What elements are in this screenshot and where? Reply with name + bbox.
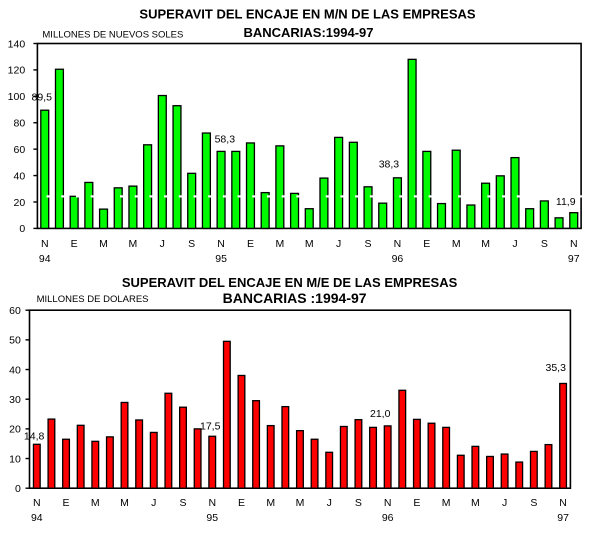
svg-text:96: 96	[382, 512, 394, 524]
svg-text:M: M	[91, 497, 100, 509]
svg-text:J: J	[327, 497, 332, 509]
svg-text:MILLONES DE DOLARES: MILLONES DE DOLARES	[37, 294, 149, 305]
svg-text:94: 94	[39, 253, 51, 265]
svg-text:0: 0	[19, 223, 25, 235]
svg-text:J: J	[502, 497, 507, 509]
svg-text:E: E	[413, 497, 420, 509]
svg-text:M: M	[452, 238, 461, 250]
svg-text:11,9: 11,9	[556, 196, 576, 208]
svg-text:M: M	[481, 238, 490, 250]
svg-text:E: E	[63, 497, 70, 509]
svg-text:M: M	[129, 238, 138, 250]
svg-text:M: M	[275, 238, 284, 250]
svg-text:N: N	[41, 238, 49, 250]
svg-text:J: J	[512, 238, 517, 250]
svg-text:N: N	[33, 497, 41, 509]
svg-text:S: S	[541, 238, 548, 250]
svg-text:J: J	[336, 238, 341, 250]
svg-text:94: 94	[31, 512, 43, 524]
svg-text:50: 50	[9, 335, 21, 347]
svg-text:S: S	[355, 497, 362, 509]
svg-text:N: N	[559, 497, 567, 509]
svg-text:40: 40	[14, 170, 26, 182]
svg-text:SUPERAVIT DEL ENCAJE EN M/N DE: SUPERAVIT DEL ENCAJE EN M/N DE LAS EMPRE…	[139, 6, 475, 21]
svg-text:E: E	[247, 238, 254, 250]
svg-text:J: J	[151, 497, 156, 509]
svg-text:BANCARIAS:1994-97: BANCARIAS:1994-97	[243, 25, 373, 40]
svg-text:S: S	[530, 497, 537, 509]
svg-text:100: 100	[8, 91, 26, 103]
svg-text:N: N	[394, 238, 402, 250]
svg-text:E: E	[71, 238, 78, 250]
svg-text:0: 0	[15, 483, 21, 495]
svg-text:140: 140	[8, 38, 26, 50]
svg-text:SUPERAVIT DEL ENCAJE EN M/E DE: SUPERAVIT DEL ENCAJE EN M/E DE LAS EMPRE…	[122, 275, 458, 290]
svg-text:21,0: 21,0	[370, 408, 391, 420]
svg-text:60: 60	[14, 144, 26, 156]
svg-text:97: 97	[568, 253, 580, 265]
svg-text:S: S	[179, 497, 186, 509]
svg-text:30: 30	[9, 394, 21, 406]
svg-text:S: S	[188, 238, 195, 250]
svg-text:M: M	[471, 497, 480, 509]
svg-text:96: 96	[392, 253, 404, 265]
svg-text:20: 20	[14, 197, 26, 209]
svg-text:17,5: 17,5	[200, 421, 221, 433]
svg-text:10: 10	[9, 453, 21, 465]
svg-text:S: S	[365, 238, 372, 250]
svg-text:80: 80	[14, 118, 26, 130]
svg-text:E: E	[238, 497, 245, 509]
svg-text:M: M	[296, 497, 305, 509]
svg-text:14,8: 14,8	[24, 430, 45, 442]
svg-text:N: N	[208, 497, 216, 509]
svg-text:N: N	[570, 238, 578, 250]
svg-text:35,3: 35,3	[546, 362, 567, 374]
svg-text:E: E	[423, 238, 430, 250]
svg-text:M: M	[120, 497, 129, 509]
svg-text:95: 95	[206, 512, 218, 524]
svg-text:BANCARIAS :1994-97: BANCARIAS :1994-97	[223, 290, 367, 306]
svg-text:120: 120	[8, 65, 26, 77]
svg-text:M: M	[266, 497, 275, 509]
svg-text:M: M	[442, 497, 451, 509]
svg-text:58,3: 58,3	[215, 134, 236, 146]
svg-text:89,5: 89,5	[32, 91, 53, 103]
svg-text:40: 40	[9, 364, 21, 376]
svg-text:M: M	[305, 238, 314, 250]
svg-text:N: N	[384, 497, 392, 509]
svg-text:20: 20	[9, 424, 21, 436]
svg-text:97: 97	[557, 512, 569, 524]
svg-text:60: 60	[9, 305, 21, 317]
svg-text:38,3: 38,3	[379, 159, 400, 171]
svg-text:N: N	[217, 238, 225, 250]
svg-text:M: M	[99, 238, 108, 250]
svg-text:J: J	[160, 238, 165, 250]
svg-text:MILLONES DE NUEVOS SOLES: MILLONES DE NUEVOS SOLES	[42, 30, 183, 41]
svg-text:95: 95	[215, 253, 227, 265]
